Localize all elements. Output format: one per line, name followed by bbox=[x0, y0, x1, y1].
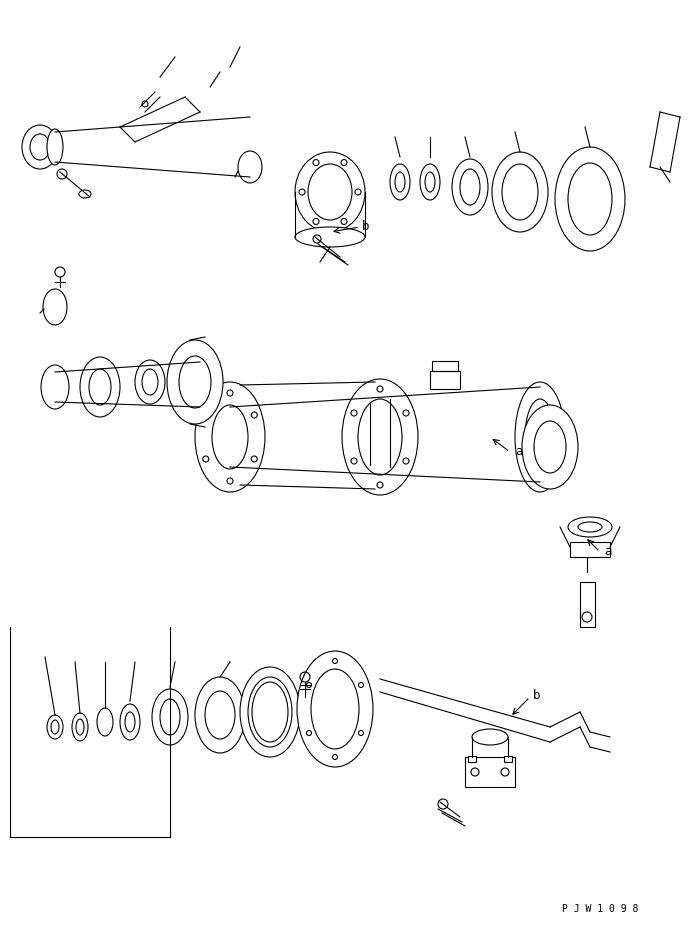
Bar bbox=[580, 582, 595, 627]
Ellipse shape bbox=[41, 365, 69, 409]
Ellipse shape bbox=[515, 382, 565, 492]
Ellipse shape bbox=[452, 159, 488, 215]
Ellipse shape bbox=[555, 147, 625, 251]
Ellipse shape bbox=[195, 382, 265, 492]
Text: b: b bbox=[533, 689, 540, 702]
Ellipse shape bbox=[152, 689, 188, 745]
Ellipse shape bbox=[212, 392, 248, 482]
Ellipse shape bbox=[120, 704, 140, 740]
Text: a: a bbox=[604, 545, 612, 558]
Bar bbox=[468, 756, 476, 762]
Ellipse shape bbox=[135, 360, 165, 404]
Ellipse shape bbox=[167, 340, 223, 424]
Bar bbox=[430, 371, 460, 389]
Ellipse shape bbox=[522, 405, 578, 489]
Text: P J W 1 0 9 8: P J W 1 0 9 8 bbox=[562, 904, 638, 914]
Ellipse shape bbox=[295, 152, 365, 232]
Ellipse shape bbox=[568, 517, 612, 537]
Bar bbox=[432, 361, 458, 371]
Ellipse shape bbox=[492, 152, 548, 232]
Ellipse shape bbox=[420, 164, 440, 200]
Ellipse shape bbox=[297, 651, 373, 767]
Ellipse shape bbox=[80, 357, 120, 417]
Text: b: b bbox=[362, 220, 369, 233]
Ellipse shape bbox=[295, 227, 365, 247]
Ellipse shape bbox=[342, 379, 418, 495]
Ellipse shape bbox=[390, 164, 410, 200]
Bar bbox=[504, 756, 512, 762]
Bar bbox=[570, 542, 610, 557]
Ellipse shape bbox=[47, 129, 63, 165]
Bar bbox=[465, 757, 515, 787]
Text: a: a bbox=[515, 445, 522, 458]
Ellipse shape bbox=[240, 667, 300, 757]
Ellipse shape bbox=[195, 677, 245, 753]
